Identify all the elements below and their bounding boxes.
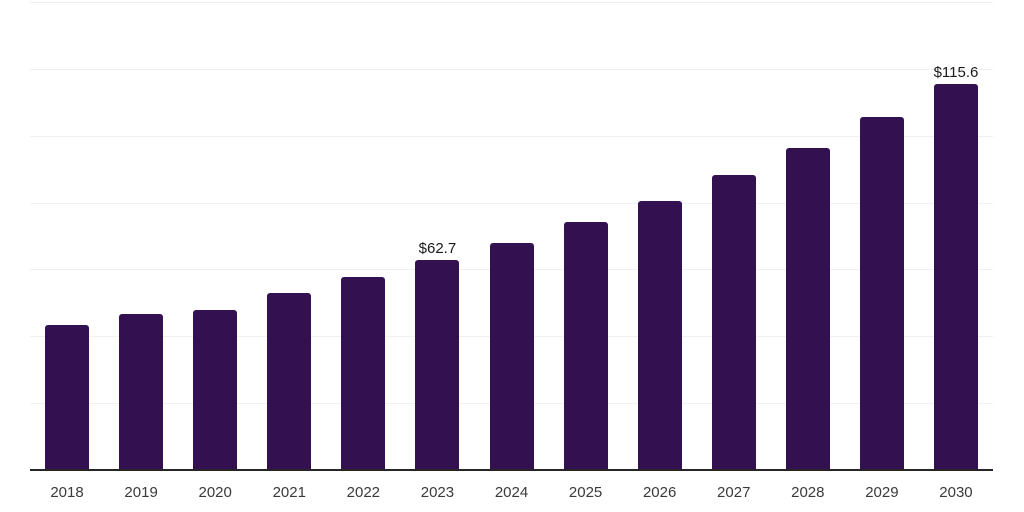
bar-2029	[859, 117, 904, 470]
gridline	[30, 202, 993, 204]
bar-slot-2022	[326, 2, 400, 470]
bar-2030	[933, 83, 978, 470]
plot-area: $62.7 $115.6	[30, 2, 993, 471]
gridline	[30, 2, 993, 3]
bar-2028	[785, 147, 830, 470]
bar-2018	[45, 324, 90, 470]
x-tick-2029: 2029	[865, 484, 899, 501]
data-label-2023: $62.7	[418, 240, 457, 258]
x-tick-2026: 2026	[642, 484, 677, 501]
bar-2023	[415, 260, 460, 470]
bar-2022	[341, 276, 386, 470]
bar-2020	[193, 309, 238, 470]
x-tick-2024: 2024	[494, 484, 529, 501]
bar-slot-2027	[697, 2, 771, 470]
bar-2026	[637, 200, 682, 470]
x-axis-line	[30, 469, 993, 471]
gridline	[30, 135, 993, 137]
x-tick-2018: 2018	[50, 484, 84, 501]
x-tick-2022: 2022	[346, 484, 381, 501]
gridline	[30, 68, 993, 70]
bar-2025	[563, 222, 608, 470]
bar-slot-2023: $62.7	[400, 2, 474, 470]
bar-slot-2025	[549, 2, 623, 470]
bar-2021	[267, 292, 312, 470]
bar-slot-2020	[178, 2, 252, 470]
x-tick-2030: 2030	[939, 484, 973, 501]
bar-2024	[489, 243, 534, 470]
x-tick-2020: 2020	[198, 484, 232, 501]
bar-slot-2021	[252, 2, 326, 470]
bar-slot-2030: $115.6	[919, 2, 993, 470]
x-tick-2028: 2028	[791, 484, 825, 501]
bar-slot-2029	[845, 2, 919, 470]
x-tick-2023: 2023	[420, 484, 455, 501]
bar-slot-2026	[623, 2, 697, 470]
bar-slot-2018	[30, 2, 104, 470]
x-tick-2027: 2027	[717, 484, 751, 501]
data-label-2030: $115.6	[933, 63, 979, 81]
bar-2027	[711, 174, 756, 470]
bar-slot-2028	[771, 2, 845, 470]
bar-slot-2024	[474, 2, 548, 470]
x-axis-labels: 2018 2019 2020 2021 2022 2023 2024 2025 2026 2027…	[30, 484, 993, 501]
x-tick-2019: 2019	[124, 484, 158, 501]
x-tick-2021: 2021	[272, 484, 306, 501]
bar-slot-2019	[104, 2, 178, 470]
x-tick-2025: 2025	[568, 484, 603, 501]
bar-2019	[119, 313, 164, 470]
bars-row: $62.7 $115.6	[30, 2, 993, 470]
